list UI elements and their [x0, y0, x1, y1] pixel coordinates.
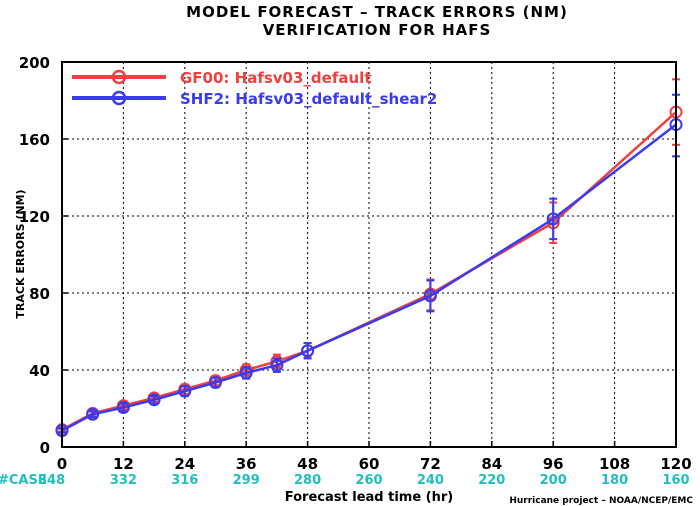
data-point: [270, 358, 284, 372]
case-count: 316: [171, 473, 198, 488]
case-count: 348: [38, 473, 65, 488]
x-tick-label: 48: [297, 455, 318, 473]
y-axis-label: TRACK ERRORS (NM): [14, 189, 27, 318]
data-point: [116, 401, 130, 415]
case-count: 240: [417, 473, 444, 488]
x-tick-label: 0: [57, 455, 67, 473]
x-tick-label: 120: [660, 455, 691, 473]
y-tick-label: 0: [40, 439, 50, 457]
case-count: 299: [233, 473, 260, 488]
x-tick-label: 60: [359, 455, 380, 473]
y-tick-label: 200: [19, 54, 50, 72]
data-point: [423, 289, 437, 303]
data-point: [147, 393, 161, 407]
x-tick-label: 96: [543, 455, 564, 473]
data-point: [301, 344, 315, 358]
grid-lines: [62, 62, 676, 447]
data-point: [86, 407, 100, 421]
case-count: 260: [355, 473, 382, 488]
chart-subtitle: VERIFICATION FOR HAFS: [263, 21, 492, 39]
x-tick-label: 108: [599, 455, 630, 473]
chart-title: MODEL FORECAST – TRACK ERRORS (NM): [186, 3, 568, 21]
legend: GF00: Hafsv03_default SHF2: Hafsv03_defau…: [72, 69, 437, 108]
case-count: 220: [478, 473, 505, 488]
case-count-values: 348 332 316 299 280 260 240 220 200 180 160: [38, 473, 690, 488]
case-count: 332: [110, 473, 137, 488]
case-count: 160: [662, 473, 689, 488]
legend-swatch-marker: [111, 90, 127, 106]
series-layer: [55, 78, 683, 438]
data-point: [546, 212, 560, 226]
x-tick-label: 84: [481, 455, 502, 473]
legend-entry: SHF2: Hafsv03_default_shear2: [180, 90, 437, 108]
case-count: 280: [294, 473, 321, 488]
y-tick-label: 80: [29, 285, 50, 303]
case-count: 180: [601, 473, 628, 488]
x-tick-label: 12: [113, 455, 134, 473]
plot-frame: [61, 61, 677, 448]
x-tick-label: 36: [236, 455, 257, 473]
data-point: [239, 366, 253, 380]
legend-entry: GF00: Hafsv03_default: [180, 69, 371, 87]
legend-swatch-marker: [111, 69, 127, 85]
data-point: [209, 376, 222, 390]
y-tick-labels: 0 40 80 120 160 200: [19, 54, 68, 457]
credit-text: Hurricane project – NOAA/NCEP/EMC: [509, 496, 693, 506]
x-tick-labels: 0 12 24 36 48 60 72 84 96 108 120: [57, 441, 692, 473]
x-axis-label: Forecast lead time (hr): [285, 490, 453, 505]
series-shf2: [55, 93, 683, 438]
x-tick-label: 72: [420, 455, 441, 473]
y-tick-label: 120: [19, 208, 50, 226]
y-tick-label: 160: [19, 131, 50, 149]
case-count-label: #CASE: [0, 473, 47, 488]
x-tick-label: 24: [174, 455, 195, 473]
data-point: [178, 384, 192, 398]
case-count: 200: [540, 473, 567, 488]
y-tick-label: 40: [29, 362, 50, 380]
